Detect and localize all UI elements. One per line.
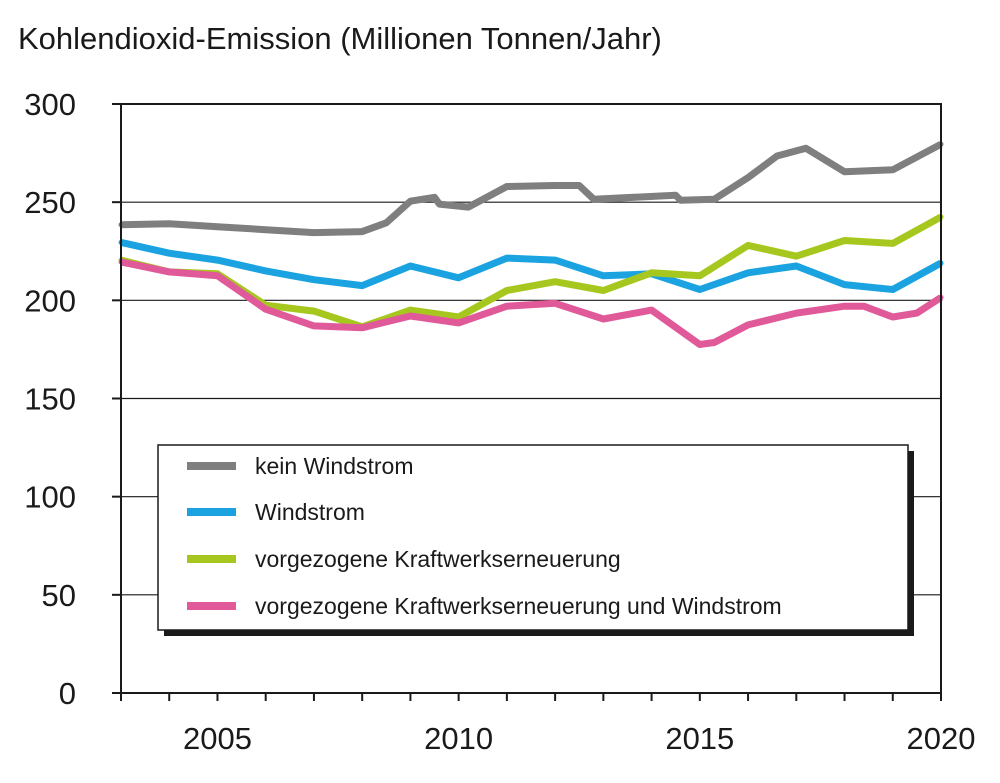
data-point [552, 183, 558, 188]
y-tick-label: 150 [24, 382, 76, 417]
data-point [215, 273, 220, 279]
x-tick-label: 2005 [183, 721, 252, 756]
y-tick-label: 300 [24, 87, 76, 122]
data-point [803, 145, 809, 151]
data-point [504, 288, 510, 293]
y-tick-label: 200 [24, 283, 76, 318]
legend-label: vorgezogene Kraftwerkserneuerung [255, 546, 621, 572]
data-point [600, 273, 606, 279]
data-point [842, 238, 847, 243]
data-point [697, 287, 703, 292]
data-point [745, 242, 751, 248]
data-point [890, 314, 896, 320]
data-point [649, 270, 655, 276]
data-point [552, 279, 558, 285]
data-point [678, 197, 683, 203]
data-point [697, 273, 703, 279]
data-point [456, 275, 462, 281]
data-point [600, 288, 606, 293]
data-point [465, 204, 471, 210]
series-line-1 [120, 141, 943, 237]
data-point [215, 224, 220, 230]
y-axis: 0 50 100 150 200 250 300 [24, 87, 121, 711]
data-point [407, 307, 413, 313]
x-tick-label: 2015 [665, 721, 734, 756]
legend-box [157, 444, 909, 631]
data-point [793, 253, 799, 259]
data-point [311, 277, 317, 283]
data-point [745, 175, 751, 181]
data-point [311, 230, 317, 236]
data-point [890, 240, 896, 246]
data-point [842, 169, 847, 175]
y-tick-label: 100 [24, 480, 76, 515]
data-point [166, 269, 172, 275]
data-point [793, 263, 799, 269]
data-point [914, 310, 920, 316]
data-point [215, 257, 220, 263]
data-point [774, 153, 780, 159]
data-point [576, 183, 582, 188]
legend-label: Windstrom [255, 499, 365, 525]
data-point [697, 342, 703, 347]
data-point [311, 323, 317, 329]
data-point [436, 201, 442, 207]
x-axis: 2005 2010 2015 2020 [120, 693, 976, 756]
data-point [600, 316, 606, 322]
data-point [166, 250, 172, 256]
y-tick-label: 250 [24, 185, 76, 220]
data-point [711, 340, 717, 345]
data-point [649, 307, 655, 313]
legend-label: kein Windstrom [255, 453, 413, 479]
data-point [866, 168, 872, 174]
data-point [504, 184, 510, 189]
data-point [263, 306, 269, 312]
data-point [861, 303, 867, 309]
data-point [552, 300, 558, 306]
chart-title: Kohlendioxid-Emission (Millionen Tonnen/… [18, 21, 662, 56]
data-point [456, 320, 462, 326]
data-point [432, 194, 437, 200]
data-point [407, 313, 413, 319]
data-point [890, 167, 896, 173]
data-point [263, 268, 269, 274]
data-point [673, 192, 679, 198]
data-point [263, 227, 269, 233]
data-point [407, 263, 413, 269]
data-point [552, 257, 558, 263]
y-tick-label: 0 [59, 676, 76, 711]
data-point [166, 221, 172, 227]
data-point [745, 322, 751, 328]
data-point [842, 282, 847, 288]
data-point [359, 283, 365, 289]
series-line-2 [120, 238, 943, 293]
x-tick-label: 2010 [424, 721, 493, 756]
data-point [711, 196, 717, 202]
legend: kein Windstrom Windstrom vorgezogene Kraft… [157, 444, 914, 636]
legend-label: vorgezogene Kraftwerkserneuerung und Win… [255, 593, 782, 619]
data-point [745, 270, 751, 276]
data-point [504, 255, 510, 261]
data-point [456, 314, 462, 320]
data-point [359, 325, 365, 331]
data-point [359, 229, 365, 235]
data-point [504, 303, 510, 309]
data-point [407, 198, 413, 204]
data-point [383, 220, 389, 226]
data-point [591, 196, 597, 202]
data-point [793, 310, 799, 316]
data-point [890, 287, 896, 292]
x-tick-label: 2020 [907, 721, 976, 756]
data-point [842, 303, 847, 309]
series-lines [118, 141, 944, 348]
data-point [311, 308, 317, 314]
y-tick-label: 50 [42, 578, 76, 613]
